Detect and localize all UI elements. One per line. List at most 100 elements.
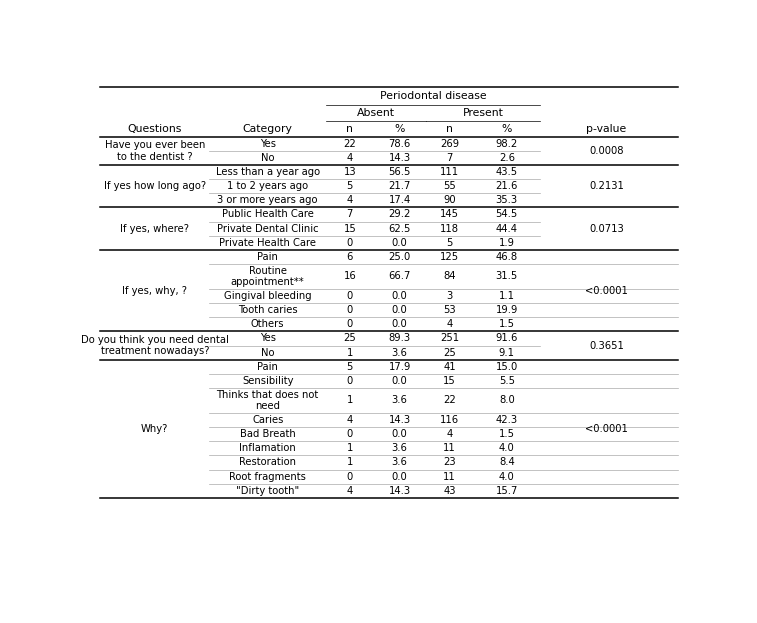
Text: 145: 145 — [440, 209, 459, 219]
Text: 0: 0 — [347, 472, 353, 482]
Text: 0: 0 — [347, 305, 353, 315]
Text: Bad Breath: Bad Breath — [240, 429, 295, 439]
Text: 14.3: 14.3 — [388, 415, 411, 425]
Text: 11: 11 — [443, 444, 456, 454]
Text: 1: 1 — [347, 444, 353, 454]
Text: 91.6: 91.6 — [496, 333, 518, 343]
Text: Sensibility: Sensibility — [242, 376, 294, 386]
Text: 1.5: 1.5 — [499, 320, 515, 330]
Text: 15: 15 — [344, 224, 357, 234]
Text: Present: Present — [463, 108, 503, 118]
Text: Periodontal disease: Periodontal disease — [380, 91, 487, 101]
Text: Yes: Yes — [260, 333, 276, 343]
Text: 2.6: 2.6 — [499, 153, 515, 163]
Text: 21.7: 21.7 — [388, 181, 411, 191]
Text: Pain: Pain — [257, 362, 278, 372]
Text: 4: 4 — [347, 196, 353, 206]
Text: 3.6: 3.6 — [392, 396, 407, 406]
Text: 42.3: 42.3 — [496, 415, 518, 425]
Text: 54.5: 54.5 — [496, 209, 518, 219]
Text: 4: 4 — [347, 415, 353, 425]
Text: 1.9: 1.9 — [499, 238, 515, 248]
Text: 31.5: 31.5 — [496, 272, 518, 282]
Text: 43: 43 — [444, 486, 456, 496]
Text: 23: 23 — [444, 457, 456, 467]
Text: 0: 0 — [347, 238, 353, 248]
Text: No: No — [261, 153, 275, 163]
Text: Yes: Yes — [260, 139, 276, 149]
Text: 0.3651: 0.3651 — [589, 341, 624, 351]
Text: 66.7: 66.7 — [388, 272, 411, 282]
Text: Private Health Care: Private Health Care — [220, 238, 316, 248]
Text: 3 or more years ago: 3 or more years ago — [217, 196, 318, 206]
Text: 0.0: 0.0 — [392, 376, 407, 386]
Text: 7: 7 — [347, 209, 353, 219]
Text: 14.3: 14.3 — [388, 153, 411, 163]
Text: 55: 55 — [443, 181, 456, 191]
Text: 4: 4 — [447, 320, 453, 330]
Text: 3: 3 — [447, 291, 453, 301]
Text: 0.0713: 0.0713 — [589, 224, 624, 234]
Text: 22: 22 — [344, 139, 357, 149]
Text: 90: 90 — [444, 196, 456, 206]
Text: 44.4: 44.4 — [496, 224, 518, 234]
Text: 78.6: 78.6 — [388, 139, 411, 149]
Text: 84: 84 — [444, 272, 456, 282]
Text: 25: 25 — [344, 333, 357, 343]
Text: 7: 7 — [447, 153, 453, 163]
Text: 4.0: 4.0 — [499, 472, 515, 482]
Text: Have you ever been
to the dentist ?: Have you ever been to the dentist ? — [104, 140, 205, 161]
Text: 0.0: 0.0 — [392, 291, 407, 301]
Text: 13: 13 — [344, 167, 356, 177]
Text: 15: 15 — [443, 376, 456, 386]
Text: Pain: Pain — [257, 252, 278, 262]
Text: Less than a year ago: Less than a year ago — [216, 167, 319, 177]
Text: 9.1: 9.1 — [499, 348, 515, 358]
Text: 35.3: 35.3 — [496, 196, 518, 206]
Text: 56.5: 56.5 — [388, 167, 411, 177]
Text: 8.0: 8.0 — [499, 396, 515, 406]
Text: Public Health Care: Public Health Care — [222, 209, 313, 219]
Text: 53: 53 — [444, 305, 456, 315]
Text: 5: 5 — [447, 238, 453, 248]
Text: Why?: Why? — [141, 424, 169, 434]
Text: 0.0: 0.0 — [392, 238, 407, 248]
Text: 1: 1 — [347, 348, 353, 358]
Text: 62.5: 62.5 — [388, 224, 411, 234]
Text: n: n — [446, 124, 453, 134]
Text: 251: 251 — [440, 333, 459, 343]
Text: 1: 1 — [347, 396, 353, 406]
Text: <0.0001: <0.0001 — [585, 424, 628, 434]
Text: 25: 25 — [443, 348, 456, 358]
Text: 116: 116 — [440, 415, 459, 425]
Text: 4.0: 4.0 — [499, 444, 515, 454]
Text: 22: 22 — [443, 396, 456, 406]
Text: 5: 5 — [347, 181, 353, 191]
Text: 21.6: 21.6 — [496, 181, 518, 191]
Text: Tooth caries: Tooth caries — [238, 305, 298, 315]
Text: Caries: Caries — [252, 415, 283, 425]
Text: 14.3: 14.3 — [388, 486, 411, 496]
Text: 1.1: 1.1 — [499, 291, 515, 301]
Text: Category: Category — [243, 124, 293, 134]
Text: 0.0: 0.0 — [392, 305, 407, 315]
Text: Root fragments: Root fragments — [229, 472, 306, 482]
Text: 41: 41 — [444, 362, 456, 372]
Text: 0: 0 — [347, 376, 353, 386]
Text: %: % — [502, 124, 512, 134]
Text: 111: 111 — [440, 167, 459, 177]
Text: 0.0: 0.0 — [392, 320, 407, 330]
Text: 6: 6 — [347, 252, 353, 262]
Text: 15.7: 15.7 — [496, 486, 518, 496]
Text: 3.6: 3.6 — [392, 348, 407, 358]
Text: 0: 0 — [347, 320, 353, 330]
Text: Inflamation: Inflamation — [239, 444, 296, 454]
Text: 29.2: 29.2 — [388, 209, 411, 219]
Text: If yes how long ago?: If yes how long ago? — [104, 181, 206, 191]
Text: 1: 1 — [347, 457, 353, 467]
Text: "Dirty tooth": "Dirty tooth" — [236, 486, 299, 496]
Text: 1.5: 1.5 — [499, 429, 515, 439]
Text: 269: 269 — [440, 139, 459, 149]
Text: If yes, where?: If yes, where? — [120, 224, 189, 234]
Text: 5.5: 5.5 — [499, 376, 515, 386]
